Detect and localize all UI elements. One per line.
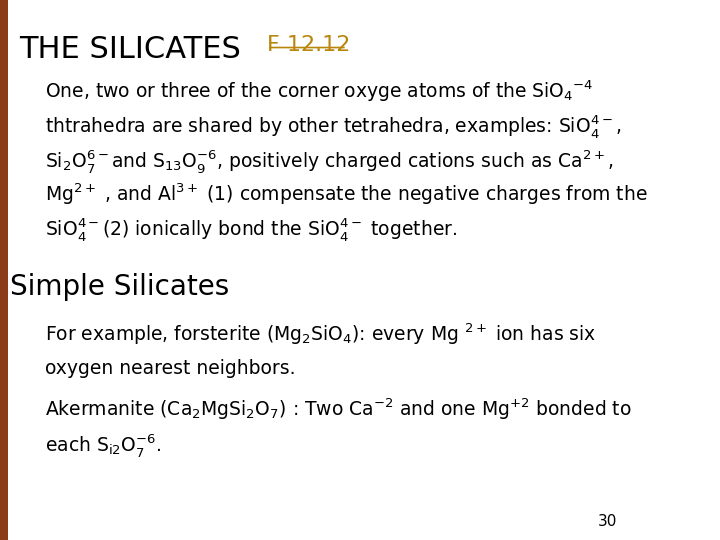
FancyBboxPatch shape [0, 0, 8, 540]
Text: $\mathregular{SiO_4^{4-}}$(2) ionically bond the $\mathregular{SiO_4^{4-}}$ toge: $\mathregular{SiO_4^{4-}}$(2) ionically … [45, 216, 456, 243]
Text: One, two or three of the corner oxyge atoms of the $\mathregular{SiO_{4}}$$\math: One, two or three of the corner oxyge at… [45, 78, 593, 104]
Text: Akermanite ($\mathregular{Ca_2MgSi_2O_7}$) : Two $\mathregular{Ca^{-2}}$ and one: Akermanite ($\mathregular{Ca_2MgSi_2O_7}… [45, 397, 631, 422]
Text: Simple Silicates: Simple Silicates [9, 273, 229, 301]
Text: each $\mathregular{S_{i2}O_7^{-6}}$.: each $\mathregular{S_{i2}O_7^{-6}}$. [45, 432, 161, 459]
Text: $\mathregular{Si_2O_7^{6-}}$and $\mathregular{S_{13}O_9^{-6}}$, positively charg: $\mathregular{Si_2O_7^{6-}}$and $\mathre… [45, 148, 613, 175]
Text: F 12.12: F 12.12 [267, 35, 351, 55]
Text: $\mathregular{Mg^{2+}}$ , and $\mathregular{Al^{3+}}$ (1) compensate the negativ: $\mathregular{Mg^{2+}}$ , and $\mathregu… [45, 182, 647, 207]
Text: thtrahedra are shared by other tetrahedra, examples: $\mathregular{SiO_4^{4-}}$,: thtrahedra are shared by other tetrahedr… [45, 113, 621, 140]
Text: THE SILICATES: THE SILICATES [19, 35, 241, 64]
Text: 30: 30 [598, 514, 617, 529]
Text: oxygen nearest neighbors.: oxygen nearest neighbors. [45, 359, 295, 378]
Text: For example, forsterite ($\mathregular{Mg_2SiO_4}$): every Mg $\mathregular{^{2+: For example, forsterite ($\mathregular{M… [45, 321, 596, 347]
